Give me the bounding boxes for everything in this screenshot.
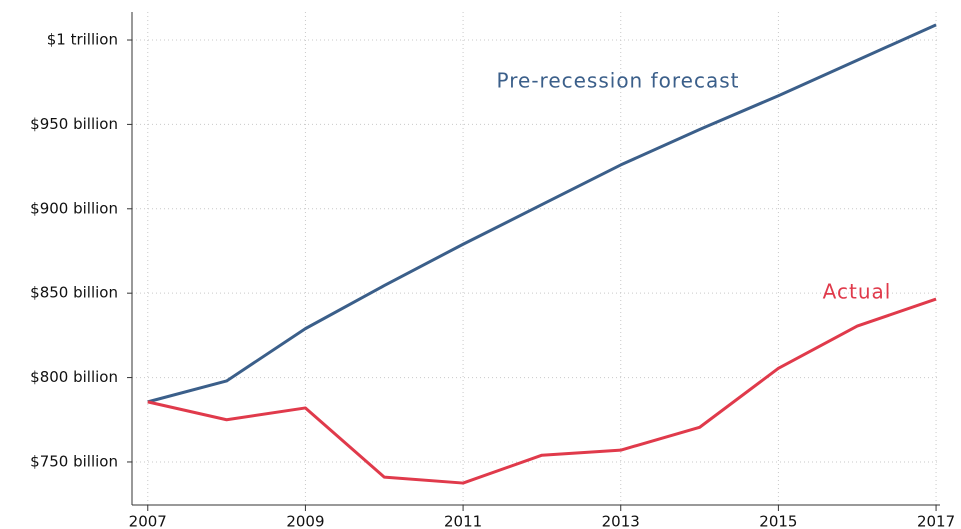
y-tick-label: $850 billion xyxy=(30,284,118,302)
y-tick-label: $750 billion xyxy=(30,452,118,470)
series-label: Pre-recession forecast xyxy=(497,69,740,93)
y-tick-label: $800 billion xyxy=(30,368,118,386)
x-tick-label: 2007 xyxy=(129,513,167,529)
series-label: Actual xyxy=(823,280,892,304)
series-line xyxy=(147,23,937,404)
series-line xyxy=(147,297,937,485)
x-tick-label: 2013 xyxy=(602,513,640,529)
x-tick-label: 2015 xyxy=(759,513,797,529)
y-tick-label: $950 billion xyxy=(30,115,118,133)
x-tick-label: 2017 xyxy=(917,513,955,529)
x-tick-label: 2011 xyxy=(444,513,482,529)
y-tick-label: $1 trillion xyxy=(47,31,118,49)
y-tick-label: $900 billion xyxy=(30,199,118,217)
x-tick-label: 2009 xyxy=(286,513,324,529)
